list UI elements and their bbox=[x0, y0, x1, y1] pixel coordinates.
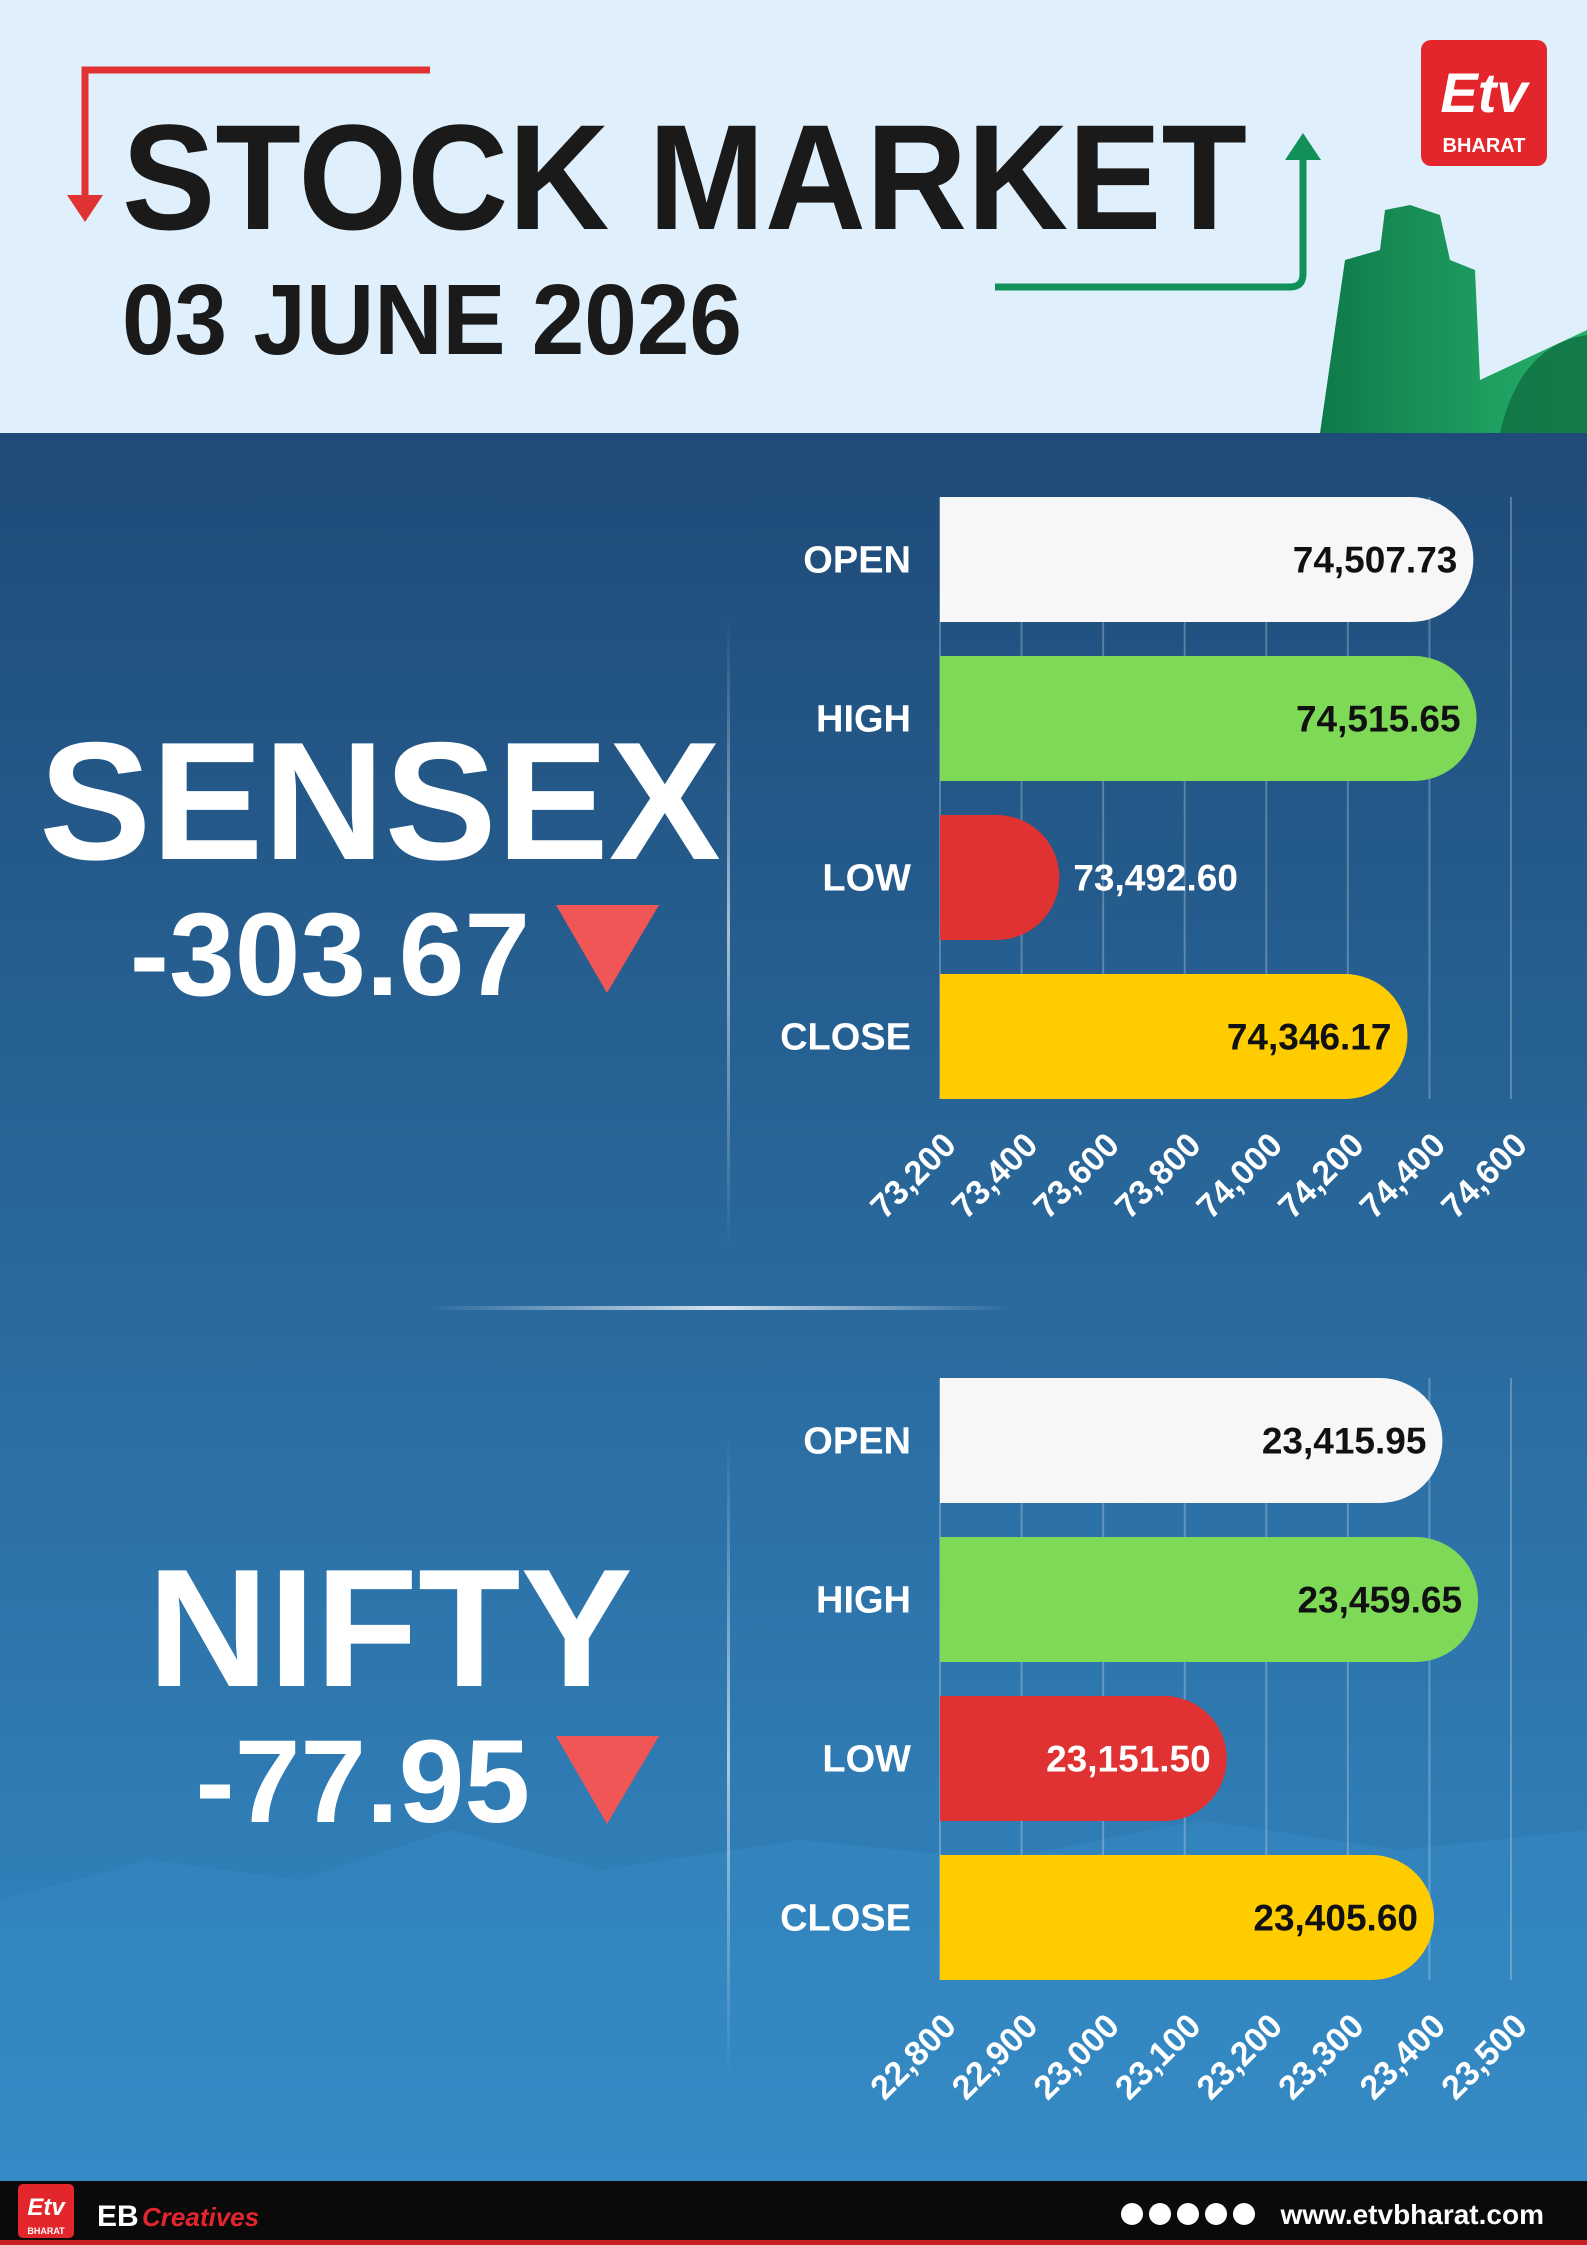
bar bbox=[940, 1378, 1443, 1503]
bar bbox=[940, 497, 1474, 622]
category-label: LOW bbox=[822, 1739, 911, 1781]
bar bbox=[940, 1696, 1227, 1821]
value-label: 23,459.65 bbox=[1297, 1580, 1462, 1621]
footer-logo-text: BHARAT bbox=[27, 2226, 65, 2236]
index-change: -77.95 bbox=[195, 1716, 530, 1848]
category-label: CLOSE bbox=[780, 1017, 911, 1059]
category-label: OPEN bbox=[803, 540, 911, 582]
building-illustration bbox=[1320, 205, 1587, 433]
value-label: 23,405.60 bbox=[1253, 1898, 1418, 1939]
category-label: OPEN bbox=[803, 1421, 911, 1463]
up-arrow-head bbox=[1285, 133, 1321, 160]
value-label: 23,415.95 bbox=[1262, 1421, 1427, 1462]
footer-line bbox=[0, 2240, 1587, 2245]
divider bbox=[727, 616, 730, 1246]
page-date: 03 JUNE 2026 bbox=[122, 264, 742, 376]
bar bbox=[940, 815, 1060, 940]
bar bbox=[940, 1537, 1479, 1662]
down-arrow bbox=[81, 66, 430, 205]
value-label: 74,346.17 bbox=[1227, 1017, 1392, 1058]
value-label: 23,151.50 bbox=[1046, 1739, 1211, 1780]
footer-url[interactable]: www.etvbharat.com bbox=[1280, 2199, 1544, 2230]
footer-bg bbox=[0, 2181, 1587, 2245]
down-triangle bbox=[556, 905, 659, 993]
value-label: 74,507.73 bbox=[1293, 540, 1458, 581]
footer-brand: EB bbox=[97, 2200, 139, 2233]
index-title: SENSEX bbox=[39, 707, 721, 895]
logo-mark: Etv bbox=[1440, 61, 1530, 124]
category-label: HIGH bbox=[816, 1580, 911, 1622]
bar bbox=[940, 1855, 1434, 1980]
divider bbox=[727, 1432, 730, 2077]
footer-logo-mark: Etv bbox=[27, 2194, 66, 2221]
logo-text: BHARAT bbox=[1443, 135, 1526, 157]
social-icons bbox=[1121, 2203, 1255, 2225]
bar bbox=[940, 974, 1408, 1099]
category-label: LOW bbox=[822, 858, 911, 900]
index-title: NIFTY bbox=[147, 1534, 632, 1722]
bar bbox=[940, 656, 1477, 781]
footer-brand-script: Creatives bbox=[142, 2202, 259, 2232]
logo: Etv BHARAT bbox=[1421, 40, 1547, 166]
footer-logo: Etv BHARAT bbox=[18, 2184, 74, 2238]
divider bbox=[430, 1306, 1010, 1310]
down-triangle bbox=[556, 1736, 659, 1824]
category-label: HIGH bbox=[816, 699, 911, 741]
category-label: CLOSE bbox=[780, 1898, 911, 1940]
index-change: -303.67 bbox=[130, 889, 530, 1021]
value-label: 74,515.65 bbox=[1296, 699, 1461, 740]
page-title: STOCK MARKET bbox=[122, 93, 1247, 261]
up-arrow bbox=[995, 150, 1307, 291]
down-arrow-head bbox=[67, 195, 103, 222]
value-label: 73,492.60 bbox=[1073, 858, 1238, 899]
